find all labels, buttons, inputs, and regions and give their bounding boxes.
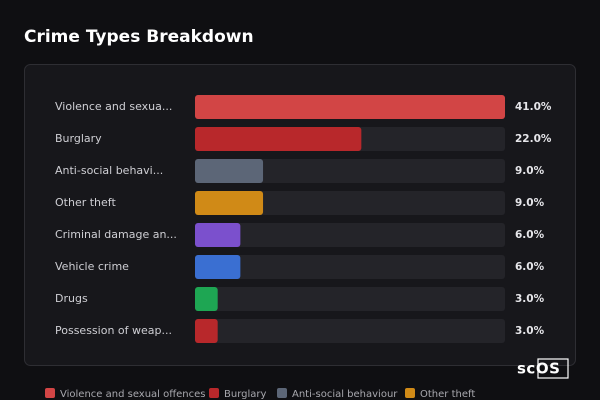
bar — [195, 255, 241, 279]
legend-label: Other theft — [420, 389, 475, 400]
bar — [195, 223, 241, 247]
bar-track — [195, 223, 505, 247]
category-label: Other theft — [55, 196, 116, 209]
legend-swatch — [209, 388, 219, 398]
legend-swatch — [277, 388, 287, 398]
legend-swatch — [45, 388, 55, 398]
bar-track — [195, 255, 505, 279]
bar-track — [195, 319, 505, 343]
category-label: Vehicle crime — [55, 260, 129, 273]
bar-track — [195, 191, 505, 215]
chart-title: Crime Types Breakdown — [24, 27, 254, 47]
bar — [195, 95, 505, 119]
value-label: 41.0% — [515, 101, 552, 113]
category-label: Burglary — [55, 132, 102, 145]
value-label: 9.0% — [515, 165, 545, 177]
legend-label: Burglary — [224, 389, 266, 400]
logo-box — [537, 358, 569, 379]
value-label: 6.0% — [515, 261, 545, 273]
bar-track — [195, 159, 505, 183]
value-label: 9.0% — [515, 197, 545, 209]
bar — [195, 287, 218, 311]
value-label: 3.0% — [515, 293, 545, 305]
legend-swatch — [405, 388, 415, 398]
bar — [195, 127, 362, 151]
logo: scOS — [517, 360, 560, 378]
bar — [195, 159, 264, 183]
category-label: Possession of weap... — [55, 324, 172, 337]
legend-label: Anti-social behaviour — [292, 389, 398, 400]
category-label: Drugs — [55, 292, 88, 305]
bar-track — [195, 287, 505, 311]
category-label: Violence and sexua... — [55, 100, 172, 113]
bar — [195, 319, 218, 343]
bar — [195, 191, 264, 215]
value-label: 3.0% — [515, 325, 545, 337]
value-label: 6.0% — [515, 229, 545, 241]
category-label: Anti-social behavi... — [55, 164, 163, 177]
value-label: 22.0% — [515, 133, 552, 145]
legend-label: Violence and sexual offences — [60, 389, 206, 400]
category-label: Criminal damage an... — [55, 228, 177, 241]
